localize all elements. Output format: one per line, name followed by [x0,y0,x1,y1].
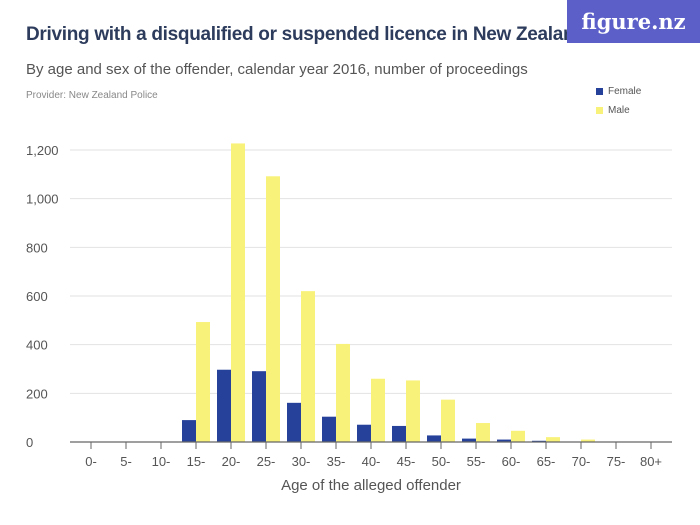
figure-nz-logo[interactable]: figure.nz [567,0,700,43]
bar-male [581,439,595,442]
x-tick-label: 15- [187,454,206,469]
bar-male [301,291,315,442]
y-tick-label: 400 [26,338,48,353]
legend-female: Female [596,86,641,97]
y-tick-label: 0 [26,435,33,450]
x-tick-label: 20- [222,454,241,469]
bar-male [511,430,525,442]
bar-male [231,143,245,442]
y-tick-label: 800 [26,240,48,255]
bar-male [441,399,455,442]
legend-label-male: Male [608,105,630,116]
bar-male [371,378,385,442]
x-tick-label: 65- [537,454,556,469]
x-tick-label: 55- [467,454,486,469]
x-tick-label: 5- [120,454,132,469]
x-tick-label: 10- [152,454,171,469]
chart-subtitle: By age and sex of the offender, calendar… [26,61,528,78]
bar-female [462,438,476,442]
legend-label-female: Female [608,86,642,97]
y-tick-label: 200 [26,386,48,401]
legend-swatch-male [596,107,603,114]
x-tick-label: 35- [327,454,346,469]
bar-female [322,416,336,442]
bar-female [287,402,301,442]
x-tick-label: 80+ [640,454,662,469]
y-tick-label: 1,200 [26,143,59,158]
x-tick-label: 0- [85,454,97,469]
bar-female [497,439,511,442]
y-tick-label: 600 [26,289,48,304]
provider-text: Provider: New Zealand Police [26,90,158,101]
bar-male [196,322,210,442]
x-tick-label: 30- [292,454,311,469]
x-tick-label: 45- [397,454,416,469]
bar-male [336,343,350,442]
bar-female [357,424,371,442]
y-tick-label: 1,000 [26,192,59,207]
bar-female [217,369,231,442]
bar-female [532,440,546,442]
bar-male [476,423,490,442]
bar-female [182,420,196,442]
x-tick-label: 50- [432,454,451,469]
x-tick-label: 40- [362,454,381,469]
x-axis-label: Age of the alleged offender [281,477,461,494]
x-tick-label: 75- [607,454,626,469]
legend-swatch-female [596,88,603,95]
bar-male [266,176,280,442]
chart-title: Driving with a disqualified or suspended… [26,24,586,45]
bar-male [546,437,560,442]
legend-male: Male [596,105,630,116]
x-tick-label: 70- [572,454,591,469]
bar-female [252,371,266,442]
x-tick-label: 60- [502,454,521,469]
x-tick-label: 25- [257,454,276,469]
bar-male [406,380,420,442]
bar-female [392,425,406,442]
bar-female [427,435,441,442]
